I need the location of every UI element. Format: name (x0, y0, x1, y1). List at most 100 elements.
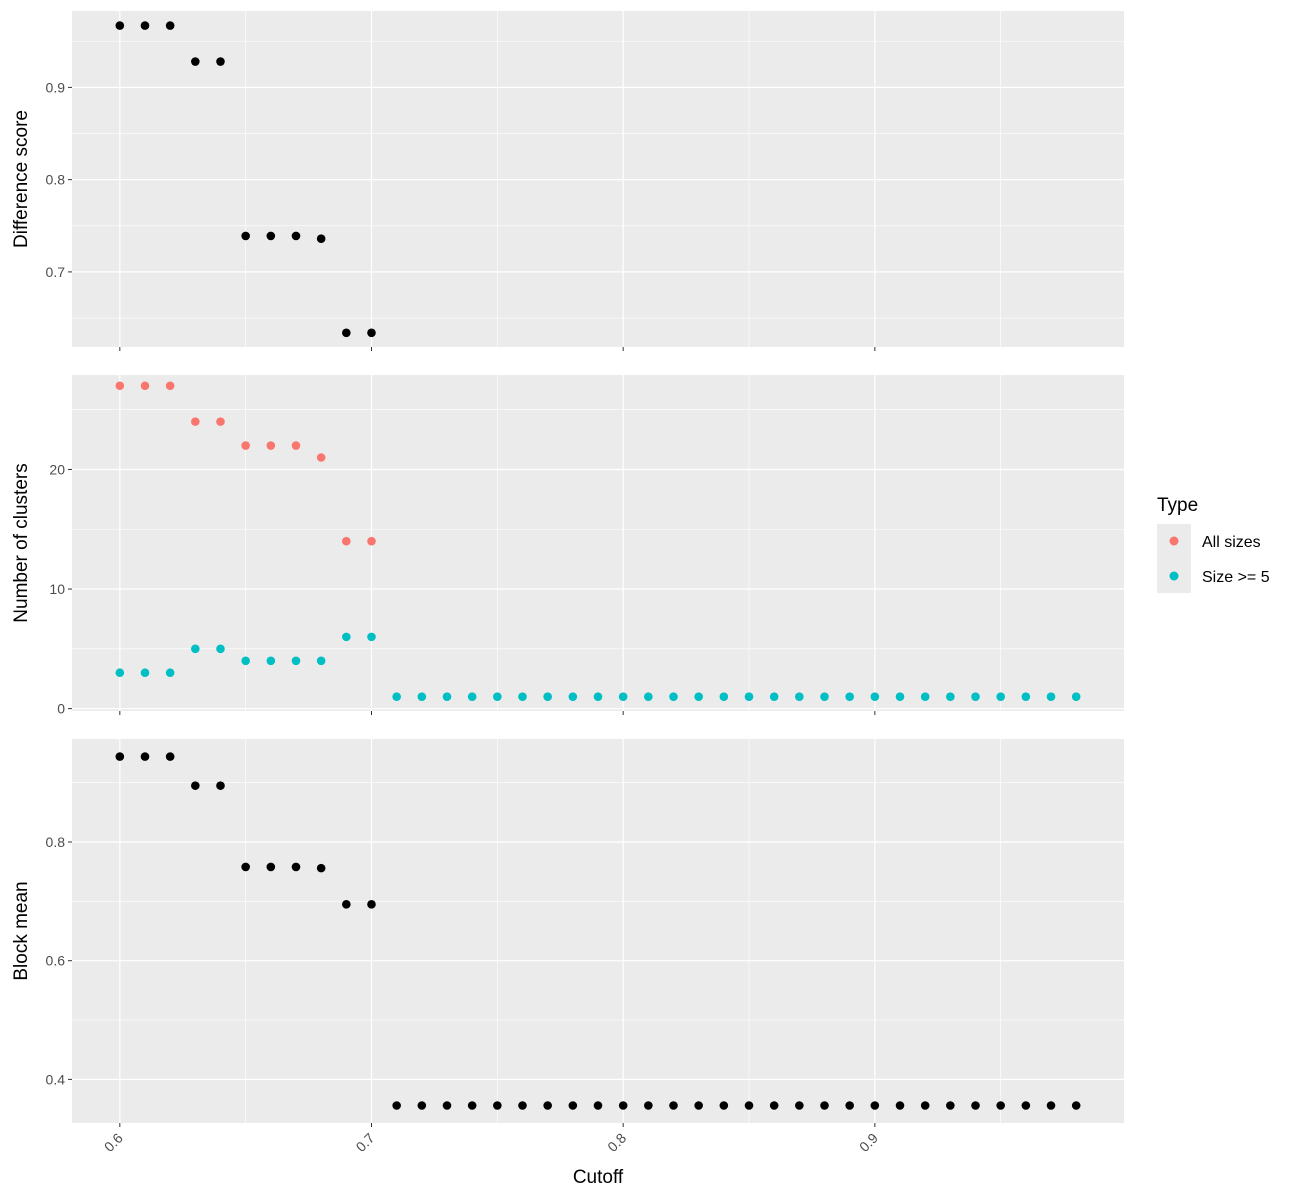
data-point (140, 752, 150, 761)
data-point (342, 328, 351, 338)
data-point (367, 536, 376, 546)
data-point (165, 21, 175, 30)
data-point (744, 692, 754, 701)
legend-title: Type (1157, 495, 1198, 516)
data-point (241, 862, 250, 872)
panel-2: 0 10 20 Number of clusters (11, 375, 1124, 717)
data-point (316, 234, 326, 243)
data-point (895, 1101, 905, 1110)
data-point (870, 692, 880, 701)
data-point (946, 692, 955, 701)
data-point (165, 668, 175, 678)
data-point (216, 644, 225, 654)
data-point (241, 656, 250, 666)
data-point (392, 1101, 401, 1110)
data-point (568, 692, 578, 701)
legend-key-size-ge-5 (1169, 571, 1179, 581)
data-point (543, 692, 552, 701)
data-point (115, 21, 125, 30)
data-point (165, 381, 175, 391)
data-point (895, 692, 905, 701)
data-point (191, 57, 200, 66)
data-point (1046, 692, 1056, 701)
data-point (845, 1101, 854, 1110)
data-point (946, 1101, 955, 1110)
data-point (216, 781, 225, 790)
data-point (996, 692, 1005, 701)
data-point (442, 692, 452, 701)
data-point (669, 692, 678, 701)
data-point (266, 441, 276, 450)
y-axis-title: Block mean (11, 881, 32, 980)
y-tick-label: 0.7 (46, 264, 66, 280)
data-point (1046, 1101, 1056, 1110)
data-point (1071, 692, 1081, 701)
data-point (216, 417, 225, 426)
y-tick-label: 0 (57, 701, 65, 717)
data-point (266, 231, 276, 241)
data-point (291, 441, 301, 450)
legend-label-all-sizes: All sizes (1202, 534, 1261, 551)
data-point (593, 1101, 603, 1110)
x-tick-label: 0.7 (353, 1130, 378, 1155)
panels: 0.7 0.8 0.9 Difference score 0 10 20 Number of … (11, 11, 1124, 1155)
data-point (719, 692, 729, 701)
data-point (191, 781, 200, 790)
data-point (1071, 1101, 1081, 1110)
y-tick-label: 20 (49, 461, 65, 477)
data-point (1021, 692, 1031, 701)
data-point (316, 453, 326, 462)
data-point (442, 1101, 452, 1110)
data-point (291, 862, 301, 872)
data-point (644, 692, 653, 701)
data-point (518, 692, 527, 701)
data-point (694, 1101, 703, 1110)
data-point (115, 381, 125, 391)
data-point (115, 752, 125, 761)
data-point (719, 1101, 729, 1110)
data-point (996, 1101, 1005, 1110)
data-point (518, 1101, 527, 1110)
data-point (191, 417, 200, 426)
y-axis-title: Number of clusters (11, 463, 32, 622)
data-point (367, 900, 376, 909)
data-point (316, 863, 326, 873)
y-tick-label: 0.8 (46, 172, 66, 188)
data-point (593, 692, 603, 701)
panel-background (72, 739, 1124, 1123)
data-point (769, 1101, 779, 1110)
data-point (795, 1101, 804, 1110)
x-tick-label: 0.8 (604, 1130, 629, 1155)
panel-background (72, 11, 1124, 347)
data-point (795, 692, 804, 701)
data-point (342, 632, 351, 642)
data-point (493, 1101, 502, 1110)
data-point (971, 692, 980, 701)
data-point (1021, 1101, 1031, 1110)
data-point (266, 656, 276, 666)
data-point (971, 1101, 980, 1110)
data-point (367, 328, 376, 338)
data-point (467, 692, 477, 701)
data-point (920, 692, 930, 701)
data-point (216, 57, 225, 66)
y-tick-label: 0.9 (46, 79, 66, 95)
panel-background (72, 375, 1124, 711)
data-point (291, 656, 301, 666)
data-point (644, 1101, 653, 1110)
data-point (618, 1101, 628, 1110)
data-point (543, 1101, 552, 1110)
data-point (291, 231, 301, 241)
data-point (140, 21, 150, 30)
data-point (342, 900, 351, 909)
data-point (241, 441, 250, 450)
data-point (568, 1101, 578, 1110)
data-point (191, 644, 200, 654)
panel-1: 0.7 0.8 0.9 Difference score (11, 11, 1124, 351)
y-tick-label: 0.8 (46, 834, 66, 850)
data-point (920, 1101, 930, 1110)
x-tick-label: 0.9 (856, 1130, 881, 1155)
data-point (417, 692, 427, 701)
data-point (342, 536, 351, 546)
